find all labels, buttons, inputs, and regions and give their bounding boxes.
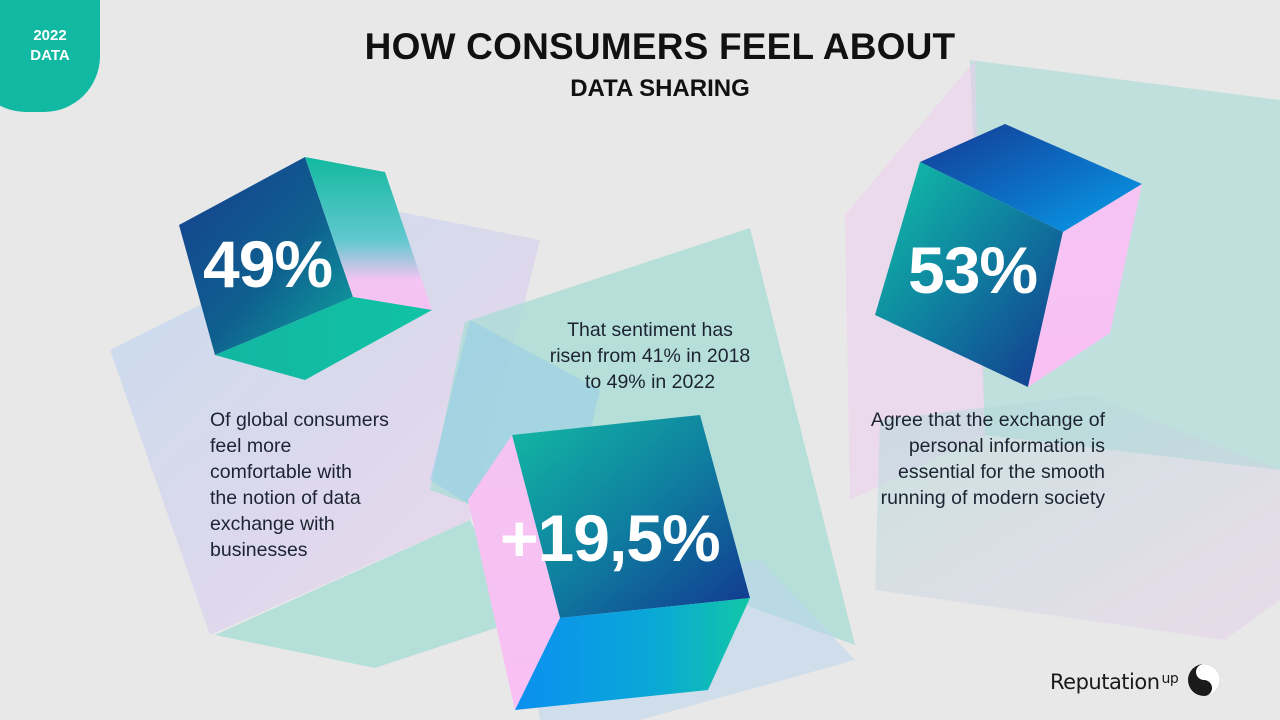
stat-description-53: Agree that the exchange of personal info…: [870, 409, 1105, 509]
stat-description-49: Of global consumers feel more comfortabl…: [210, 409, 389, 561]
stat-cube-19-5: [460, 410, 760, 715]
logo-icon: [1188, 664, 1220, 696]
page-title: HOW CONSUMERS FEEL ABOUT: [364, 26, 956, 67]
stat-value-49: 49%: [203, 227, 333, 301]
logo-wordmark: Reputation up: [1050, 670, 1179, 694]
reputationup-logo: Reputation up: [1050, 662, 1230, 702]
stat-description-19-5: That sentiment has risen from 41% in 201…: [549, 319, 751, 393]
page-subtitle: DATA SHARING: [570, 75, 750, 102]
badge-year: 2022: [33, 27, 67, 44]
stat-cube-49: [170, 150, 440, 390]
stat-cube-53: [870, 120, 1150, 395]
stat-value-19-5: +19,5%: [500, 501, 721, 575]
stat-value-53: 53%: [908, 233, 1038, 307]
year-badge: 2022 DATA: [0, 0, 100, 112]
badge-label: DATA: [30, 47, 70, 64]
